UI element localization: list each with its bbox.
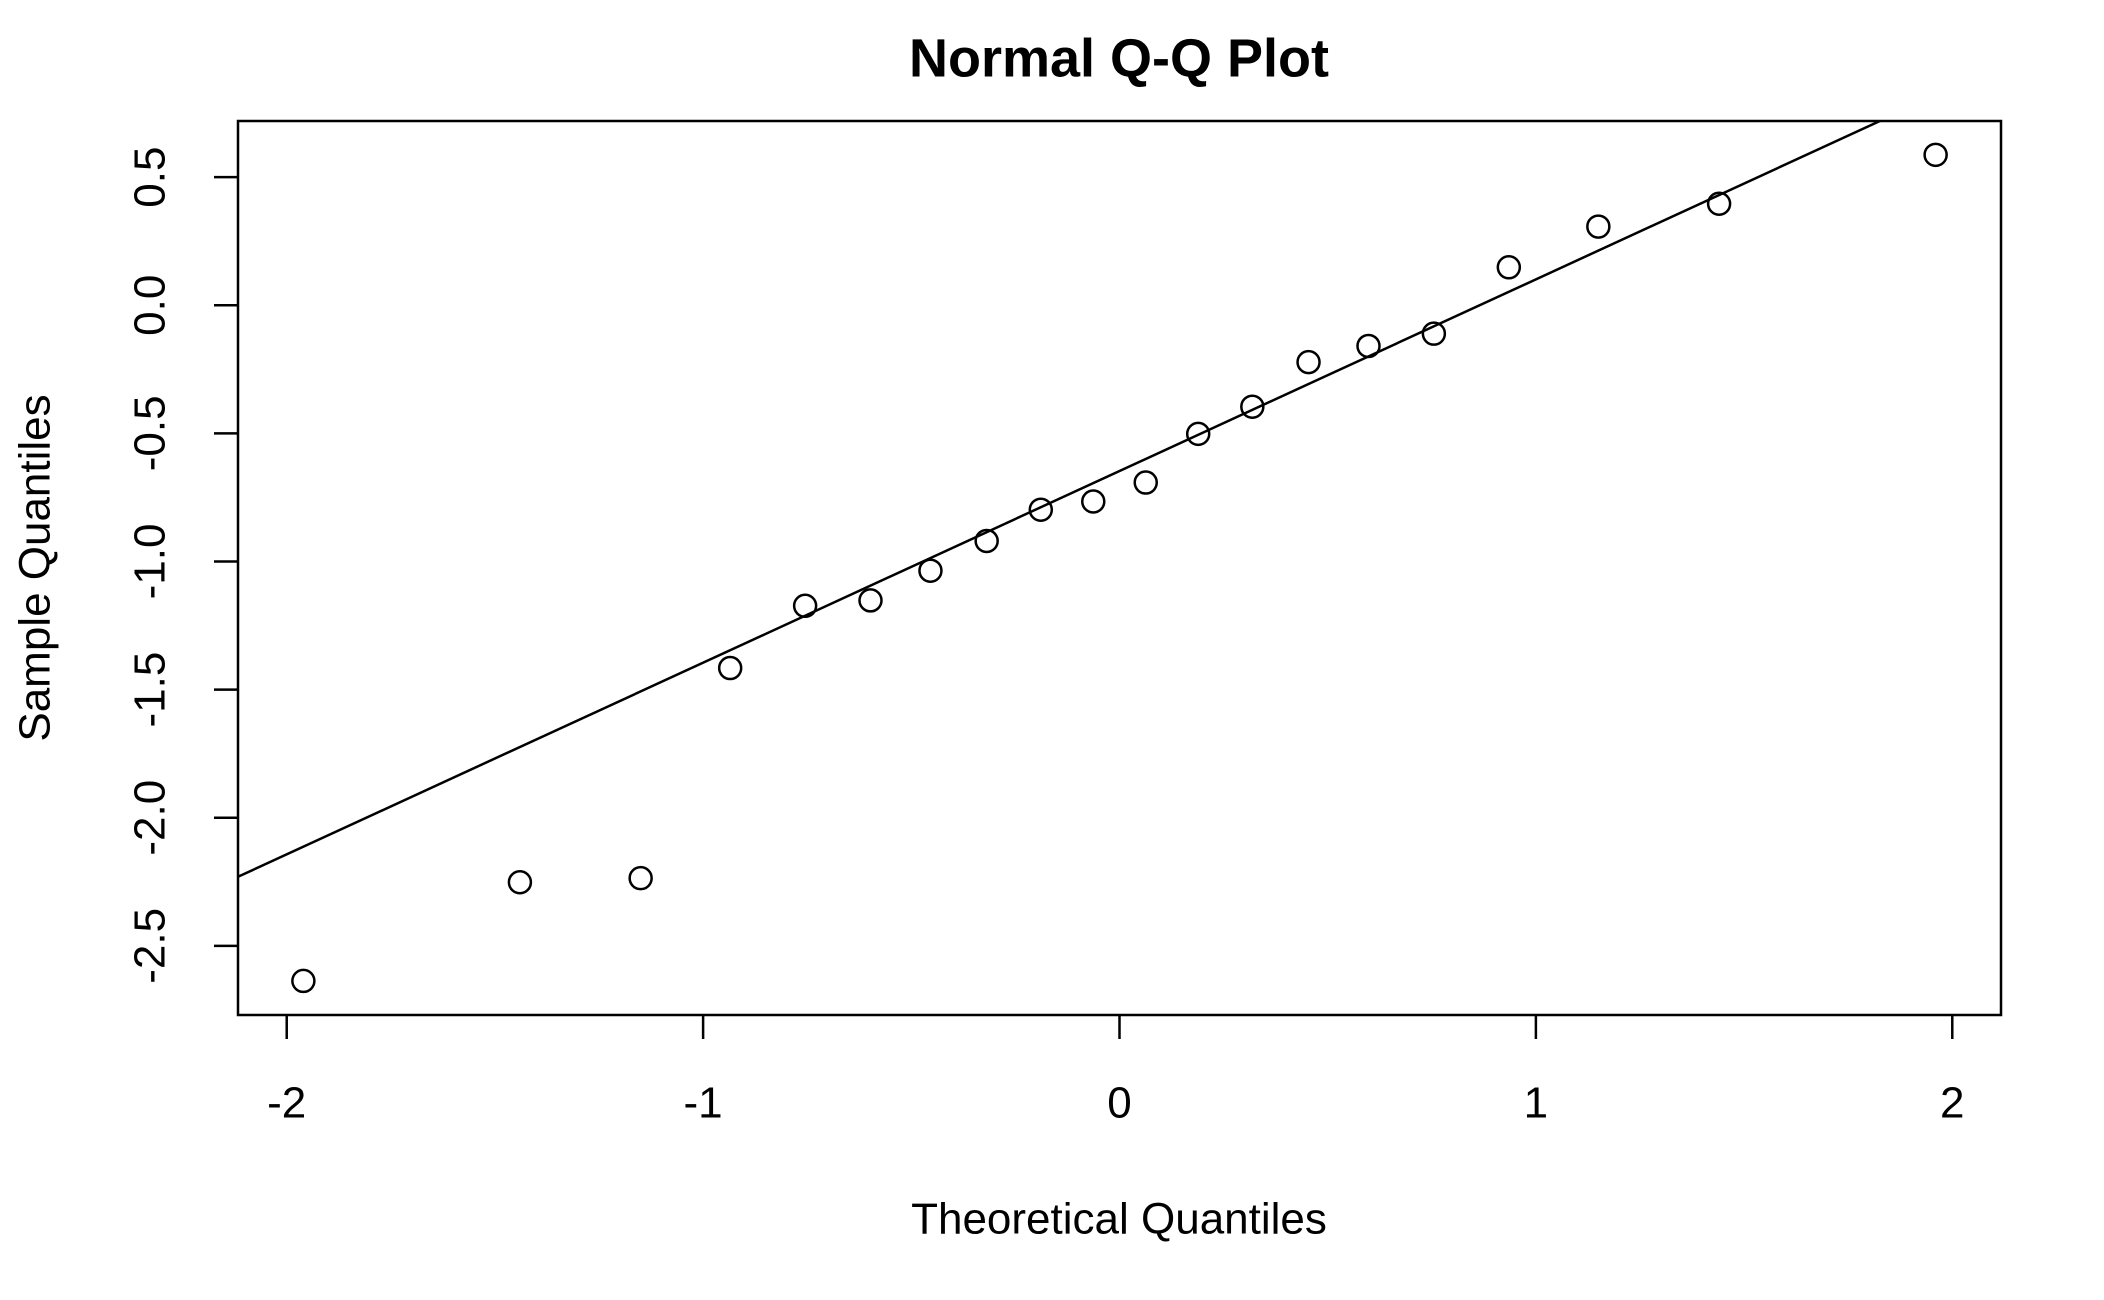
y-tick-label: 0.0 bbox=[126, 275, 175, 336]
y-tick-label: -1.5 bbox=[126, 652, 175, 728]
chart-title: Normal Q-Q Plot bbox=[909, 28, 1329, 88]
x-tick-label: 1 bbox=[1524, 1079, 1548, 1128]
y-tick-label: -2.0 bbox=[126, 780, 175, 856]
point bbox=[1133, 470, 1158, 495]
point bbox=[1240, 394, 1265, 419]
point bbox=[1421, 321, 1447, 346]
y-tick-label: -0.5 bbox=[126, 395, 175, 471]
y-tick-label: -2.5 bbox=[126, 908, 175, 984]
x-axis-label: Theoretical Quantiles bbox=[911, 1195, 1327, 1244]
point bbox=[1706, 191, 1732, 217]
x-tick-label: -1 bbox=[684, 1079, 723, 1128]
point bbox=[1185, 421, 1211, 447]
point bbox=[507, 870, 533, 895]
x-tick-label: 2 bbox=[1940, 1079, 1964, 1128]
point bbox=[1356, 333, 1381, 359]
point bbox=[717, 655, 743, 681]
point bbox=[1081, 489, 1106, 514]
point bbox=[918, 558, 943, 583]
x-tick-label: -2 bbox=[267, 1079, 306, 1128]
point bbox=[1028, 497, 1054, 522]
y-tick-label: -1.0 bbox=[126, 524, 175, 600]
point bbox=[1586, 214, 1611, 239]
point bbox=[1923, 142, 1948, 168]
y-tick-label: 0.5 bbox=[126, 147, 175, 208]
point bbox=[291, 968, 316, 994]
point bbox=[974, 528, 999, 554]
point bbox=[1496, 255, 1522, 280]
point bbox=[1296, 349, 1321, 375]
point bbox=[858, 588, 883, 613]
y-axis-label: Sample Quantiles bbox=[11, 394, 60, 741]
x-tick-label: 0 bbox=[1107, 1079, 1131, 1128]
reference-line bbox=[238, 121, 1883, 878]
point bbox=[792, 593, 818, 619]
point bbox=[628, 865, 653, 891]
